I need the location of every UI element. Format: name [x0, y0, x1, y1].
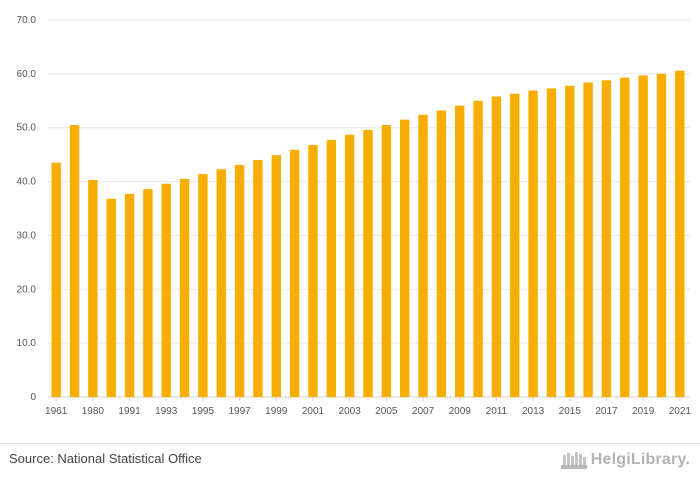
bar: [198, 174, 208, 397]
y-tick-label: 20.0: [17, 284, 37, 295]
bar: [565, 85, 575, 397]
logo-text: HelgiLibrary.: [590, 451, 690, 468]
bar: [88, 179, 98, 397]
x-tick-label: 1991: [118, 406, 141, 417]
x-tick-label: 2019: [632, 406, 655, 417]
bar-chart: 0 10.0 20.0 30.0 40.0 50.0 60.0 70.0 1961 1980 199…: [17, 15, 692, 417]
bar: [455, 105, 465, 397]
x-tick-label: 2003: [339, 406, 362, 417]
bar: [381, 125, 392, 398]
x-tick-label: 2005: [375, 406, 398, 417]
x-tick-label: 2011: [486, 406, 508, 417]
bar: [620, 77, 630, 398]
x-tick-label: 1980: [82, 406, 105, 417]
bar: [601, 80, 612, 397]
bar: [546, 88, 557, 398]
y-tick-label: 40.0: [17, 177, 37, 188]
bar: [491, 96, 502, 397]
bar: [179, 178, 190, 397]
bar: [51, 162, 61, 397]
bar: [344, 134, 355, 398]
bar: [473, 100, 483, 398]
y-tick-label: 70.0: [17, 15, 37, 26]
x-tick-label: 1999: [265, 406, 288, 417]
bar: [510, 93, 520, 397]
x-tick-label: 1993: [155, 406, 178, 417]
x-tick-label: 1961: [45, 406, 68, 417]
bar: [363, 129, 373, 397]
x-tick-label: 2017: [595, 406, 618, 417]
bar: [143, 189, 153, 397]
bar: [271, 155, 281, 397]
x-tick-label: 2001: [302, 406, 325, 417]
bar: [583, 82, 593, 397]
library-logo-icon: [560, 452, 587, 469]
x-tick-label: 2015: [559, 406, 582, 417]
bar: [638, 75, 648, 398]
x-tick-label: 2021: [669, 406, 692, 417]
x-tick-label: 2007: [412, 406, 435, 417]
bar: [289, 149, 300, 397]
bar: [308, 144, 318, 397]
bar: [234, 164, 245, 397]
bar: [675, 70, 685, 397]
y-tick-label: 0: [30, 392, 36, 403]
x-tick-label: 2013: [522, 406, 545, 417]
bar: [418, 114, 428, 397]
bar: [399, 119, 410, 397]
bar: [69, 125, 80, 398]
helgilibrary-logo: HelgiLibrary.: [560, 449, 690, 471]
y-tick-label: 30.0: [17, 230, 37, 241]
y-tick-label: 10.0: [17, 338, 37, 349]
y-tick-label: 50.0: [17, 123, 37, 134]
bar: [253, 160, 263, 397]
x-tick-label: 2009: [449, 406, 472, 417]
y-tick-label: 60.0: [17, 69, 37, 80]
x-tick-label: 1997: [228, 406, 251, 417]
bar: [161, 183, 171, 397]
x-tick-label: 1995: [192, 406, 215, 417]
bar: [106, 198, 116, 397]
bar: [436, 110, 447, 397]
bar: [124, 193, 135, 397]
bar: [326, 140, 337, 397]
source-note: Source: National Statistical Office: [9, 451, 202, 466]
bar: [528, 90, 538, 397]
footer-divider: [0, 443, 700, 444]
bar: [656, 73, 667, 397]
bar: [216, 169, 226, 397]
